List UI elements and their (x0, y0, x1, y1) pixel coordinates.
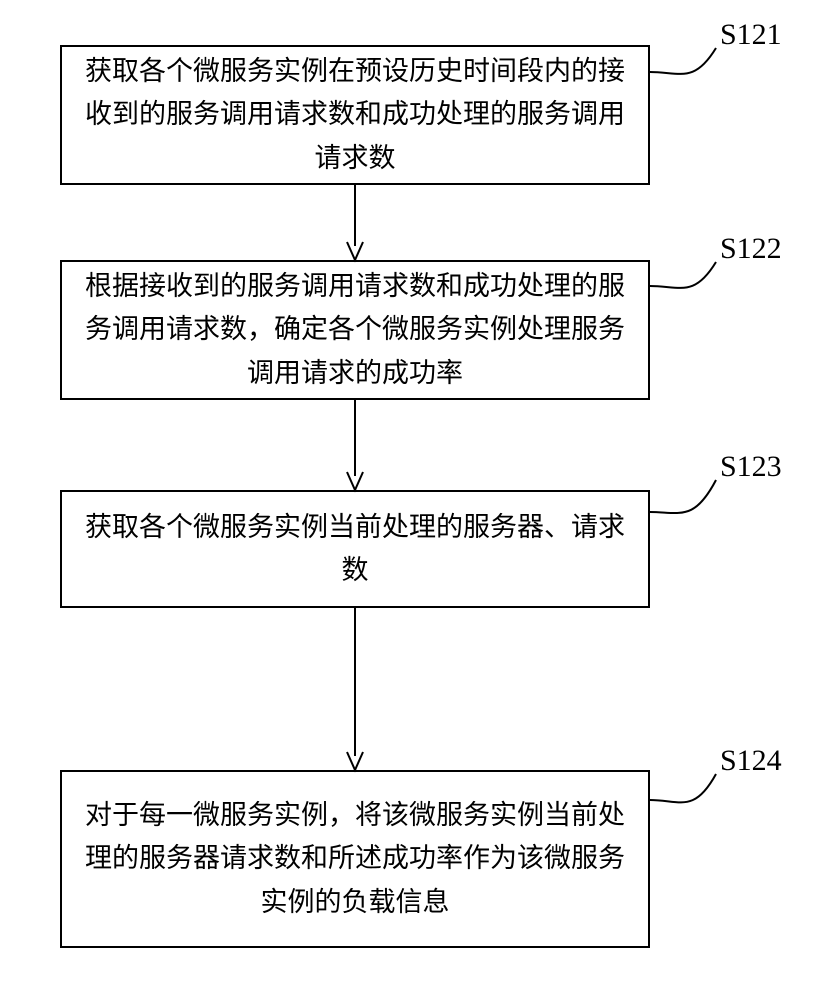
step-label-3: S123 (720, 450, 782, 484)
step-box-4: 对于每一微服务实例，将该微服务实例当前处理的服务器请求数和所述成功率作为该微服务… (60, 770, 650, 948)
step-text-3: 获取各个微服务实例当前处理的服务器、请求数 (82, 506, 628, 592)
step-text-2: 根据接收到的服务调用请求数和成功处理的服务调用请求数，确定各个微服务实例处理服务… (82, 265, 628, 395)
step-box-2: 根据接收到的服务调用请求数和成功处理的服务调用请求数，确定各个微服务实例处理服务… (60, 260, 650, 400)
step-box-3: 获取各个微服务实例当前处理的服务器、请求数 (60, 490, 650, 608)
step-label-1: S121 (720, 18, 782, 52)
step-label-4: S124 (720, 744, 782, 778)
step-text-4: 对于每一微服务实例，将该微服务实例当前处理的服务器请求数和所述成功率作为该微服务… (82, 794, 628, 924)
flowchart-canvas: 获取各个微服务实例在预设历史时间段内的接收到的服务调用请求数和成功处理的服务调用… (0, 0, 829, 1000)
step-text-1: 获取各个微服务实例在预设历史时间段内的接收到的服务调用请求数和成功处理的服务调用… (82, 50, 628, 180)
step-box-1: 获取各个微服务实例在预设历史时间段内的接收到的服务调用请求数和成功处理的服务调用… (60, 45, 650, 185)
step-label-2: S122 (720, 232, 782, 266)
